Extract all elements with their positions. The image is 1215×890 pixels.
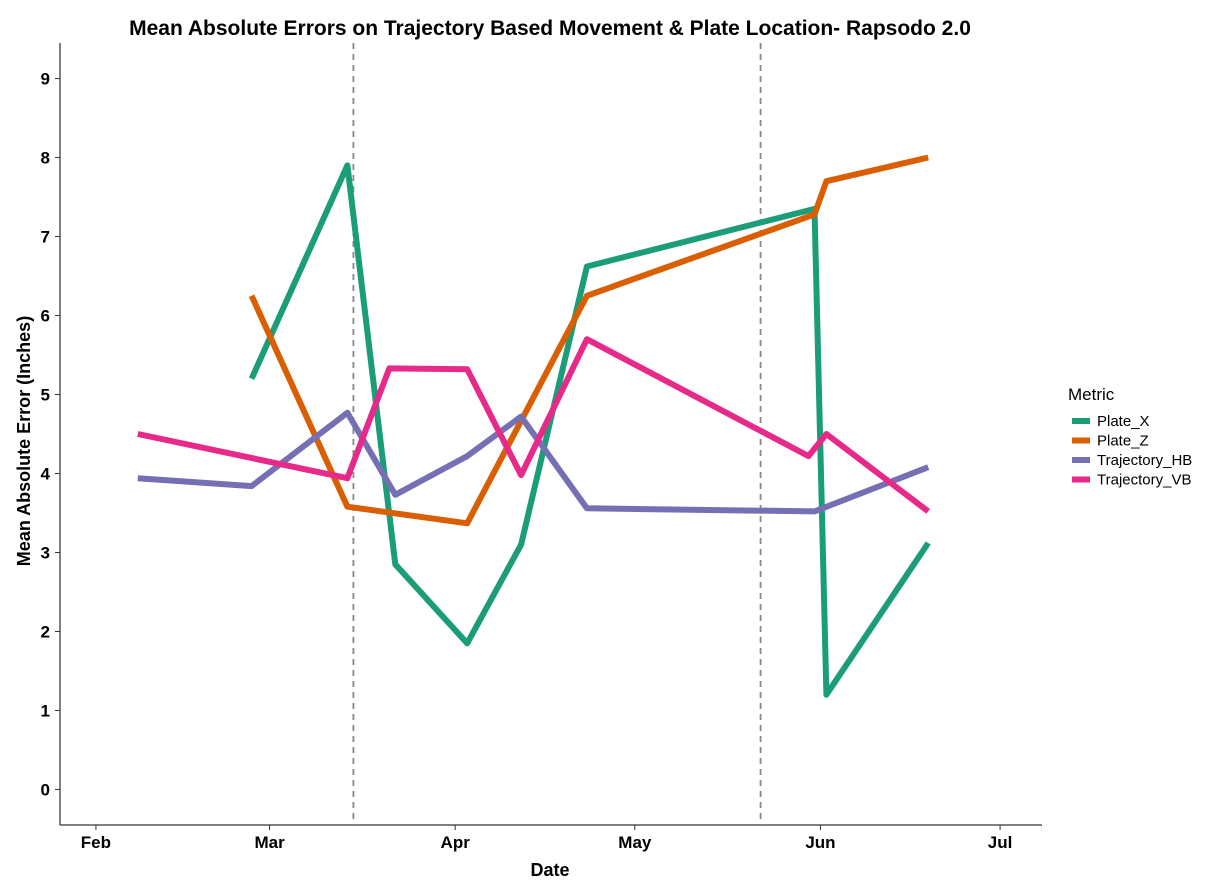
- series-line-trajectory-vb: [137, 336, 931, 514]
- y-tick-label: 7: [41, 228, 50, 247]
- legend-label: Trajectory_HB: [1097, 452, 1192, 469]
- y-tick-label: 9: [41, 70, 50, 89]
- legend: Metric Plate_X Plate_Z Trajectory_HB Trajec…: [1068, 385, 1192, 489]
- y-axis-title: Mean Absolute Error (Inches): [14, 316, 34, 566]
- legend-label: Plate_Z: [1097, 433, 1149, 450]
- x-tick-label: Apr: [441, 833, 471, 852]
- y-tick-label: 3: [41, 543, 50, 562]
- series-line-plate-z: [248, 154, 929, 527]
- x-axis-title: Date: [530, 860, 569, 880]
- y-tick-label: 2: [41, 622, 50, 641]
- x-tick-label: May: [618, 833, 652, 852]
- series-line-plate-x: [248, 162, 931, 698]
- chart-title: Mean Absolute Errors on Trajectory Based…: [129, 17, 971, 40]
- y-tick-label: 0: [41, 780, 50, 799]
- y-tick-label: 1: [41, 701, 50, 720]
- x-tick-label: Jul: [988, 833, 1013, 852]
- y-tick-label: 4: [41, 464, 51, 483]
- x-tick-label: Feb: [81, 833, 111, 852]
- y-tick-label: 8: [41, 149, 50, 168]
- plot-area: 0 1 2 3 4 5 6 7 8 9 Feb Mar Apr May Jun Jul: [41, 43, 1042, 852]
- legend-label: Trajectory_VB: [1097, 472, 1191, 489]
- legend-label: Plate_X: [1097, 413, 1150, 430]
- y-tick-label: 5: [41, 386, 50, 405]
- x-tick-label: Mar: [254, 833, 285, 852]
- y-tick-label: 6: [41, 307, 50, 326]
- series-line-trajectory-hb: [137, 409, 930, 515]
- legend-title: Metric: [1068, 385, 1115, 404]
- x-tick-label: Jun: [805, 833, 835, 852]
